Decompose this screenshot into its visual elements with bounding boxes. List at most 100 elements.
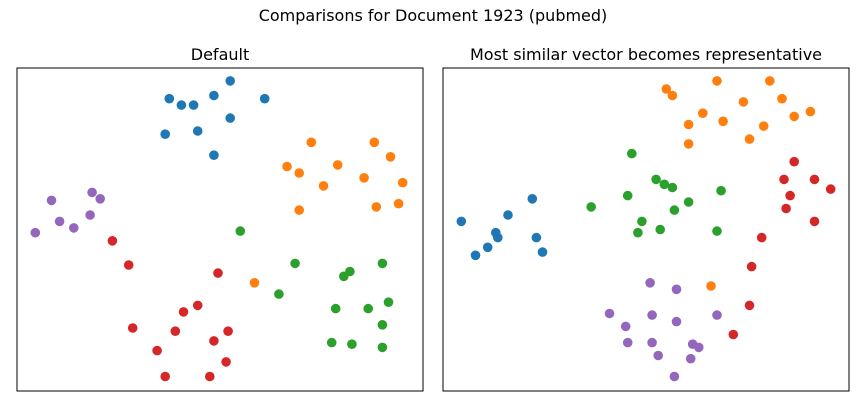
scatter-point: [683, 139, 694, 149]
scatter-point: [669, 371, 680, 382]
scatter-point: [669, 205, 680, 215]
scatter-point: [645, 278, 655, 288]
scatter-point: [205, 371, 215, 382]
scatter-point: [698, 108, 708, 118]
scatter-point: [746, 261, 757, 272]
scatter-point: [671, 316, 682, 327]
scatter-point: [809, 216, 820, 227]
scatter-point: [294, 205, 305, 215]
scatter-point: [170, 326, 181, 337]
scatter-point: [249, 278, 260, 288]
scatter-point: [712, 310, 722, 320]
scatter-point: [87, 187, 97, 198]
scatter-point: [30, 227, 41, 238]
scatter-point: [54, 216, 65, 227]
scatter-point: [127, 323, 138, 333]
scatter-point: [716, 185, 726, 196]
scatter-point: [622, 337, 633, 348]
scatter-point: [363, 303, 374, 314]
scatter-point: [805, 106, 816, 117]
scatter-point: [620, 321, 631, 332]
scatter-point: [789, 111, 799, 122]
scatter-point: [683, 119, 694, 130]
scatter-point: [332, 160, 343, 170]
scatter-point: [318, 181, 329, 191]
scatter-point: [779, 174, 789, 185]
scatter-point: [164, 93, 175, 104]
scatter-point: [712, 76, 722, 86]
scatter-point: [781, 203, 791, 214]
scatter-point: [225, 76, 235, 86]
plot-title-default: Default: [191, 45, 249, 64]
scatter-point: [274, 289, 284, 299]
scatter-point: [377, 342, 388, 353]
scatter-point: [377, 320, 388, 330]
scatter-point: [178, 307, 189, 317]
scatter-point: [107, 236, 118, 246]
scatter-point: [377, 258, 388, 269]
figure-title: Comparisons for Document 1923 (pubmed): [258, 6, 608, 25]
scatter-point: [655, 224, 665, 235]
scatter-point: [369, 137, 380, 148]
scatter-point: [503, 210, 513, 220]
scatter-point: [667, 90, 678, 101]
scatter-point: [176, 100, 187, 110]
scatter-point: [659, 179, 670, 190]
scatter-point: [192, 126, 203, 136]
scatter-point: [653, 350, 663, 361]
scatter-point: [667, 182, 678, 193]
scatter-point: [622, 190, 633, 201]
scatter-point: [685, 353, 696, 364]
scatter-point: [728, 329, 739, 340]
scatter-point: [397, 177, 408, 188]
scatter-point: [347, 339, 357, 350]
plot-frame-default: [16, 67, 424, 392]
scatter-point: [69, 223, 79, 233]
scatter-point: [221, 357, 231, 367]
scatter-point: [259, 93, 270, 104]
scatter-point: [290, 258, 300, 269]
scatter-point: [825, 184, 836, 194]
scatter-point: [694, 342, 704, 353]
scatter-point: [738, 97, 749, 107]
scatter-point: [756, 232, 767, 243]
points-default: [30, 76, 408, 382]
scatter-point: [235, 226, 246, 236]
scatter-point: [282, 161, 292, 172]
points-representative: [456, 76, 836, 382]
scatter-point: [225, 113, 235, 123]
plot-representative: Most similar vector becomes representati…: [442, 45, 850, 392]
scatter-point: [671, 284, 682, 295]
scatter-point: [213, 268, 223, 278]
scatter-point: [209, 150, 219, 160]
scatter-point: [493, 232, 503, 243]
scatter-point: [744, 134, 755, 144]
scatter-point: [188, 100, 199, 110]
scatter-point: [637, 216, 647, 227]
scatter-point: [470, 250, 481, 261]
scatter-point: [706, 281, 716, 291]
scatter-point: [326, 337, 337, 348]
scatter-point: [456, 216, 467, 227]
scatter-point: [633, 227, 643, 238]
scatter-point: [160, 129, 170, 139]
scatter-point: [718, 116, 728, 127]
scatter-point: [385, 152, 396, 162]
scatter-point: [647, 337, 657, 348]
scatter-point: [777, 93, 787, 104]
scatter-point: [294, 168, 305, 178]
scatter-point: [785, 190, 795, 201]
scatter-point: [647, 310, 657, 320]
scatter-point: [330, 303, 341, 314]
scatter-point: [627, 148, 637, 159]
scatter-point: [712, 226, 722, 236]
plot-frame-representative: [442, 67, 850, 392]
scatter-point: [192, 300, 203, 311]
scatter-point: [123, 260, 134, 270]
scatter-point: [604, 308, 615, 319]
scatter-point: [306, 137, 317, 148]
scatter-point: [383, 297, 394, 308]
scatter-point: [537, 247, 548, 257]
scatter-point: [809, 174, 820, 185]
